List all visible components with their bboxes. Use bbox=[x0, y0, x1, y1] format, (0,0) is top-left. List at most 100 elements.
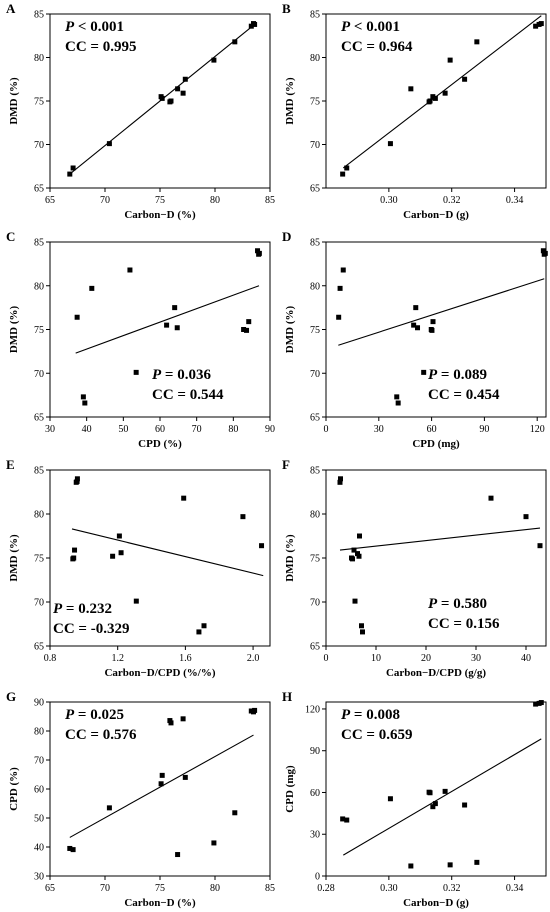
y-tick-label: 60 bbox=[310, 788, 320, 799]
data-point bbox=[413, 305, 419, 311]
data-point bbox=[241, 327, 247, 332]
data-point bbox=[196, 629, 202, 635]
x-tick-label: 80 bbox=[228, 424, 238, 435]
data-point bbox=[432, 95, 438, 101]
panel-F: 0 10 20 30 40 65 70 75 80 85 Carbon−D/CPD (g/g) DMD… bbox=[282, 457, 547, 679]
x-axis-label: Carbon−D (g) bbox=[403, 897, 469, 909]
y-tick-label: 0 bbox=[315, 872, 320, 883]
data-point bbox=[127, 267, 133, 273]
data-point bbox=[232, 39, 238, 45]
data-point bbox=[408, 863, 414, 869]
data-point bbox=[447, 57, 453, 63]
data-point bbox=[533, 23, 539, 29]
x-tick-label: 65 bbox=[45, 195, 55, 206]
panel-letter: C bbox=[6, 229, 15, 244]
x-axis-label: Carbon−D/CPD (%/%) bbox=[104, 667, 215, 679]
data-point bbox=[82, 400, 88, 406]
data-point bbox=[70, 165, 76, 171]
data-point bbox=[158, 781, 164, 787]
y-tick-label: 70 bbox=[310, 140, 320, 151]
y-tick-label: 65 bbox=[34, 642, 44, 653]
data-point bbox=[168, 720, 174, 726]
data-point bbox=[182, 774, 188, 780]
x-tick-label: 1.2 bbox=[111, 653, 124, 664]
cc-value-label: CC = 0.544 bbox=[152, 387, 224, 403]
y-tick-label: 70 bbox=[34, 598, 44, 609]
y-axis-label: CPD (mg) bbox=[284, 765, 296, 813]
y-tick-label: 60 bbox=[34, 785, 44, 796]
data-point bbox=[70, 847, 76, 853]
y-tick-label: 50 bbox=[34, 814, 44, 825]
data-point bbox=[232, 810, 238, 816]
data-point bbox=[252, 707, 258, 713]
data-point bbox=[175, 86, 181, 92]
y-tick-label: 80 bbox=[34, 53, 44, 64]
data-point bbox=[116, 533, 122, 539]
x-tick-label: 70 bbox=[100, 883, 110, 894]
x-tick-label: 40 bbox=[521, 653, 531, 664]
data-point bbox=[537, 543, 543, 549]
x-tick-label: 90 bbox=[479, 424, 489, 435]
panel-letter: F bbox=[282, 457, 290, 472]
regression-line bbox=[343, 738, 542, 856]
x-axis-label: CPD (%) bbox=[138, 438, 182, 450]
x-tick-label: 0.8 bbox=[44, 653, 57, 664]
data-point bbox=[474, 39, 480, 45]
x-tick-label: 70 bbox=[192, 424, 202, 435]
data-point bbox=[106, 805, 112, 811]
y-tick-label: 90 bbox=[34, 698, 44, 709]
data-point bbox=[106, 141, 112, 147]
y-tick-label: 85 bbox=[34, 10, 44, 21]
panel-letter: G bbox=[6, 689, 16, 704]
data-point bbox=[256, 250, 262, 256]
panel-letter: H bbox=[282, 689, 292, 704]
data-point bbox=[411, 322, 417, 328]
x-tick-label: 1.6 bbox=[179, 653, 192, 664]
y-tick-label: 85 bbox=[310, 10, 320, 21]
data-point bbox=[355, 551, 360, 557]
p-value-label: P = 0.025 bbox=[65, 707, 124, 723]
plot-frame bbox=[49, 469, 271, 647]
x-tick-label: 80 bbox=[210, 195, 220, 206]
panel-H: 0.28 0.30 0.32 0.34 0 30 60 90 120 Carbon−D (g) CP… bbox=[282, 689, 547, 909]
x-tick-label: 75 bbox=[155, 195, 165, 206]
regression-line bbox=[339, 527, 541, 551]
data-point bbox=[415, 325, 421, 331]
y-tick-label: 70 bbox=[310, 369, 320, 380]
panel-G: 65 70 75 80 85 30 40 50 60 70 80 90 Carbon−D (%) CPD … bbox=[6, 689, 275, 909]
data-point bbox=[427, 98, 433, 104]
data-point bbox=[174, 325, 180, 331]
p-value-label: P < 0.001 bbox=[65, 19, 124, 35]
y-axis-label: DMD (%) bbox=[8, 305, 20, 353]
data-point bbox=[340, 267, 346, 273]
data-point bbox=[533, 701, 539, 707]
data-point bbox=[211, 840, 217, 846]
x-tick-label: 0 bbox=[324, 653, 329, 664]
data-point bbox=[395, 400, 401, 406]
x-tick-label: 0.32 bbox=[443, 883, 461, 894]
x-tick-label: 2.0 bbox=[247, 653, 260, 664]
y-tick-label: 80 bbox=[34, 510, 44, 521]
data-point bbox=[360, 629, 365, 635]
x-axis-label: Carbon−D/CPD (g/g) bbox=[386, 667, 486, 679]
regression-line bbox=[75, 285, 260, 354]
data-point bbox=[340, 171, 346, 177]
y-tick-label: 80 bbox=[34, 727, 44, 738]
y-tick-label: 80 bbox=[34, 281, 44, 292]
data-point bbox=[338, 476, 343, 482]
data-point bbox=[432, 801, 438, 807]
data-point bbox=[74, 476, 80, 482]
data-point bbox=[182, 76, 188, 82]
y-tick-label: 65 bbox=[310, 184, 320, 195]
data-point bbox=[74, 478, 80, 484]
data-point bbox=[80, 394, 86, 400]
data-point bbox=[159, 95, 165, 101]
data-point bbox=[350, 556, 355, 562]
panel-letter: B bbox=[282, 1, 291, 16]
y-tick-label: 120 bbox=[305, 704, 320, 715]
data-point bbox=[255, 248, 261, 254]
data-point bbox=[180, 90, 186, 96]
cc-value-label: CC = 0.454 bbox=[428, 387, 500, 403]
data-point bbox=[180, 716, 186, 722]
